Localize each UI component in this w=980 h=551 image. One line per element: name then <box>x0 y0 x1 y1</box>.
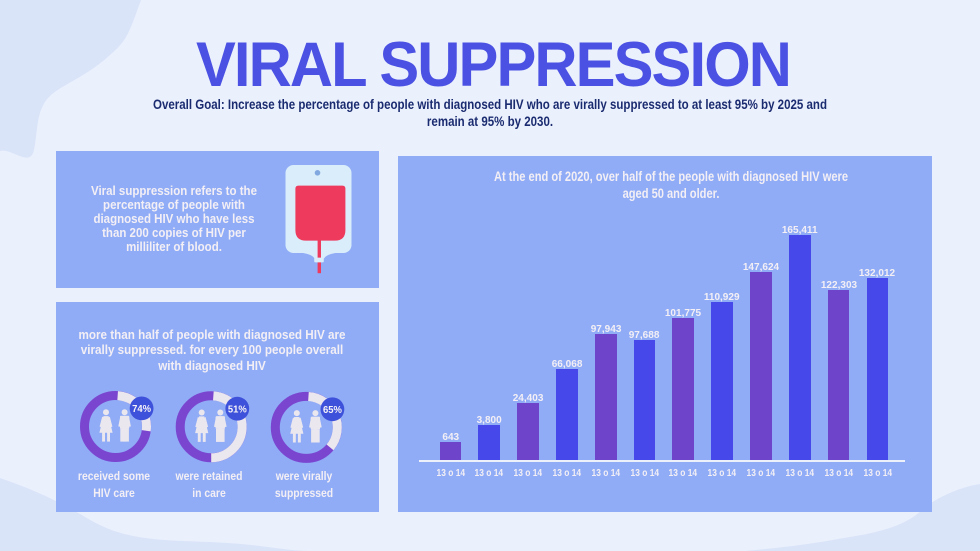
svg-text:74%: 74% <box>132 404 151 416</box>
svg-text:65%: 65% <box>323 405 342 417</box>
svg-text:51%: 51% <box>228 404 247 416</box>
